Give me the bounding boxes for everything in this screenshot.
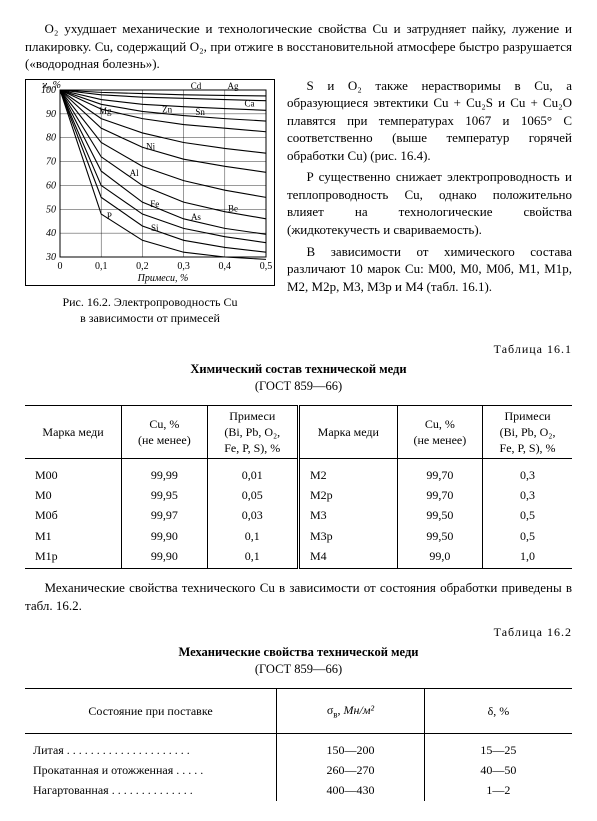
table-cell: 0,1: [207, 546, 298, 569]
table-row: М1р99,900,1М499,01,0: [25, 546, 572, 569]
table-cell: 0,5: [483, 505, 572, 525]
table-cell: М4: [298, 546, 397, 569]
svg-text:Ni: Ni: [146, 141, 155, 151]
table-cell: 0,01: [207, 459, 298, 486]
svg-text:Cd: Cd: [191, 80, 202, 90]
svg-text:40: 40: [46, 228, 56, 239]
table-cell: 0,05: [207, 485, 298, 505]
table-row: Нагартованная . . . . . . . . . . . . . …: [25, 780, 572, 800]
table-header: Марка меди: [298, 405, 397, 459]
table-header: Cu, %(не менее): [122, 405, 207, 459]
svg-text:0,5: 0,5: [260, 261, 273, 272]
svg-text:As: As: [191, 212, 201, 222]
table-cell: 400—430: [277, 780, 425, 800]
svg-text:30: 30: [45, 252, 56, 263]
table-cell: 99,90: [122, 526, 207, 546]
table-cell: М2: [298, 459, 397, 486]
svg-text:Be: Be: [228, 203, 238, 213]
svg-text:0,3: 0,3: [177, 261, 190, 272]
svg-text:90: 90: [46, 108, 56, 119]
table-cell: М3: [298, 505, 397, 525]
table-cell: М2р: [298, 485, 397, 505]
svg-text:ϰ, %: ϰ, %: [42, 80, 61, 91]
figure-block: 00,10,20,30,40,530405060708090100ϰ, %При…: [25, 79, 275, 327]
chart-electroconductivity: 00,10,20,30,40,530405060708090100ϰ, %При…: [25, 79, 275, 286]
table-cell: 1,0: [483, 546, 572, 569]
svg-text:60: 60: [46, 180, 56, 191]
table-cell: 99,90: [122, 546, 207, 569]
svg-text:Ag: Ag: [228, 80, 239, 90]
table-cell: 99,50: [397, 526, 482, 546]
svg-text:70: 70: [46, 156, 56, 167]
table-cell: 1—2: [424, 780, 572, 800]
table-cell: 15—25: [424, 734, 572, 761]
figure-caption: Рис. 16.2. Электропроводность Cu в завис…: [25, 294, 275, 326]
table-cell: 40—50: [424, 760, 572, 780]
svg-text:Fe: Fe: [150, 199, 159, 209]
table-row: Прокатанная и отожженная . . . . .260—27…: [25, 760, 572, 780]
table-row: М0б99,970,03М399,500,5: [25, 505, 572, 525]
table-cell: 0,3: [483, 459, 572, 486]
table-header: Примеси(Bi, Pb, O₂,Fe, P, S), %: [207, 405, 298, 459]
table-row: М199,900,1М3р99,500,5: [25, 526, 572, 546]
table-cell: 99,97: [122, 505, 207, 525]
svg-text:P: P: [107, 210, 112, 220]
table-cell: М1р: [25, 546, 122, 569]
table-cell: Нагартованная . . . . . . . . . . . . . …: [25, 780, 277, 800]
table-cell: 0,1: [207, 526, 298, 546]
svg-text:0,2: 0,2: [136, 261, 149, 272]
table-cell: Литая . . . . . . . . . . . . . . . . . …: [25, 734, 277, 761]
table-cell: М3р: [298, 526, 397, 546]
table-mechanical-properties: Состояние при поставкеσв, Мн/м²δ, % Лита…: [25, 688, 572, 801]
svg-text:0,4: 0,4: [219, 261, 232, 272]
table-cell: 99,70: [397, 459, 482, 486]
table-cell: 260—270: [277, 760, 425, 780]
table-row: Литая . . . . . . . . . . . . . . . . . …: [25, 734, 572, 761]
svg-text:Sn: Sn: [195, 107, 205, 117]
svg-text:Si: Si: [151, 222, 159, 232]
table-cell: 150—200: [277, 734, 425, 761]
svg-text:Zn: Zn: [162, 104, 172, 114]
svg-text:Примеси, %: Примеси, %: [137, 273, 189, 284]
table-cell: М1: [25, 526, 122, 546]
table-cell: 99,50: [397, 505, 482, 525]
table-header: Примеси(Bi, Pb, O₂,Fe, P, S), %: [483, 405, 572, 459]
table-cell: М00: [25, 459, 122, 486]
table-title: Химический состав технической меди (ГОСТ…: [25, 361, 572, 395]
table-cell: 99,95: [122, 485, 207, 505]
table-label: Таблица 16.2: [25, 624, 572, 640]
paragraph: O₂ ухудшает механические и технологическ…: [25, 20, 572, 73]
table-header: Марка меди: [25, 405, 122, 459]
table-cell: 0,03: [207, 505, 298, 525]
table-header: δ, %: [424, 689, 572, 734]
table-cell: 0,3: [483, 485, 572, 505]
table-cell: 99,99: [122, 459, 207, 486]
table-label: Таблица 16.1: [25, 341, 572, 357]
svg-text:Ca: Ca: [245, 98, 255, 108]
svg-text:0: 0: [58, 261, 63, 272]
table-header: σв, Мн/м²: [277, 689, 425, 734]
table-cell: М0: [25, 485, 122, 505]
paragraph: Механические свойства технического Cu в …: [25, 579, 572, 614]
svg-text:50: 50: [46, 204, 56, 215]
table-chemical-composition: Марка медиCu, %(не менее)Примеси(Bi, Pb,…: [25, 405, 572, 570]
table-cell: 99,70: [397, 485, 482, 505]
table-row: М0099,990,01М299,700,3: [25, 459, 572, 486]
table-header: Cu, %(не менее): [397, 405, 482, 459]
table-title: Механические свойства технической меди (…: [25, 644, 572, 678]
table-cell: 99,0: [397, 546, 482, 569]
table-cell: М0б: [25, 505, 122, 525]
svg-text:Mg: Mg: [99, 105, 112, 115]
table-cell: 0,5: [483, 526, 572, 546]
table-cell: Прокатанная и отожженная . . . . .: [25, 760, 277, 780]
table-row: М099,950,05М2р99,700,3: [25, 485, 572, 505]
svg-text:Al: Al: [130, 168, 139, 178]
table-header: Состояние при поставке: [25, 689, 277, 734]
svg-text:0,1: 0,1: [95, 261, 108, 272]
svg-text:80: 80: [46, 132, 56, 143]
